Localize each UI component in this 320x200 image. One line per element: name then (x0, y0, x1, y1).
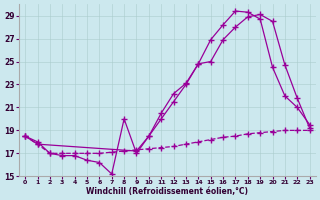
X-axis label: Windchill (Refroidissement éolien,°C): Windchill (Refroidissement éolien,°C) (86, 187, 248, 196)
